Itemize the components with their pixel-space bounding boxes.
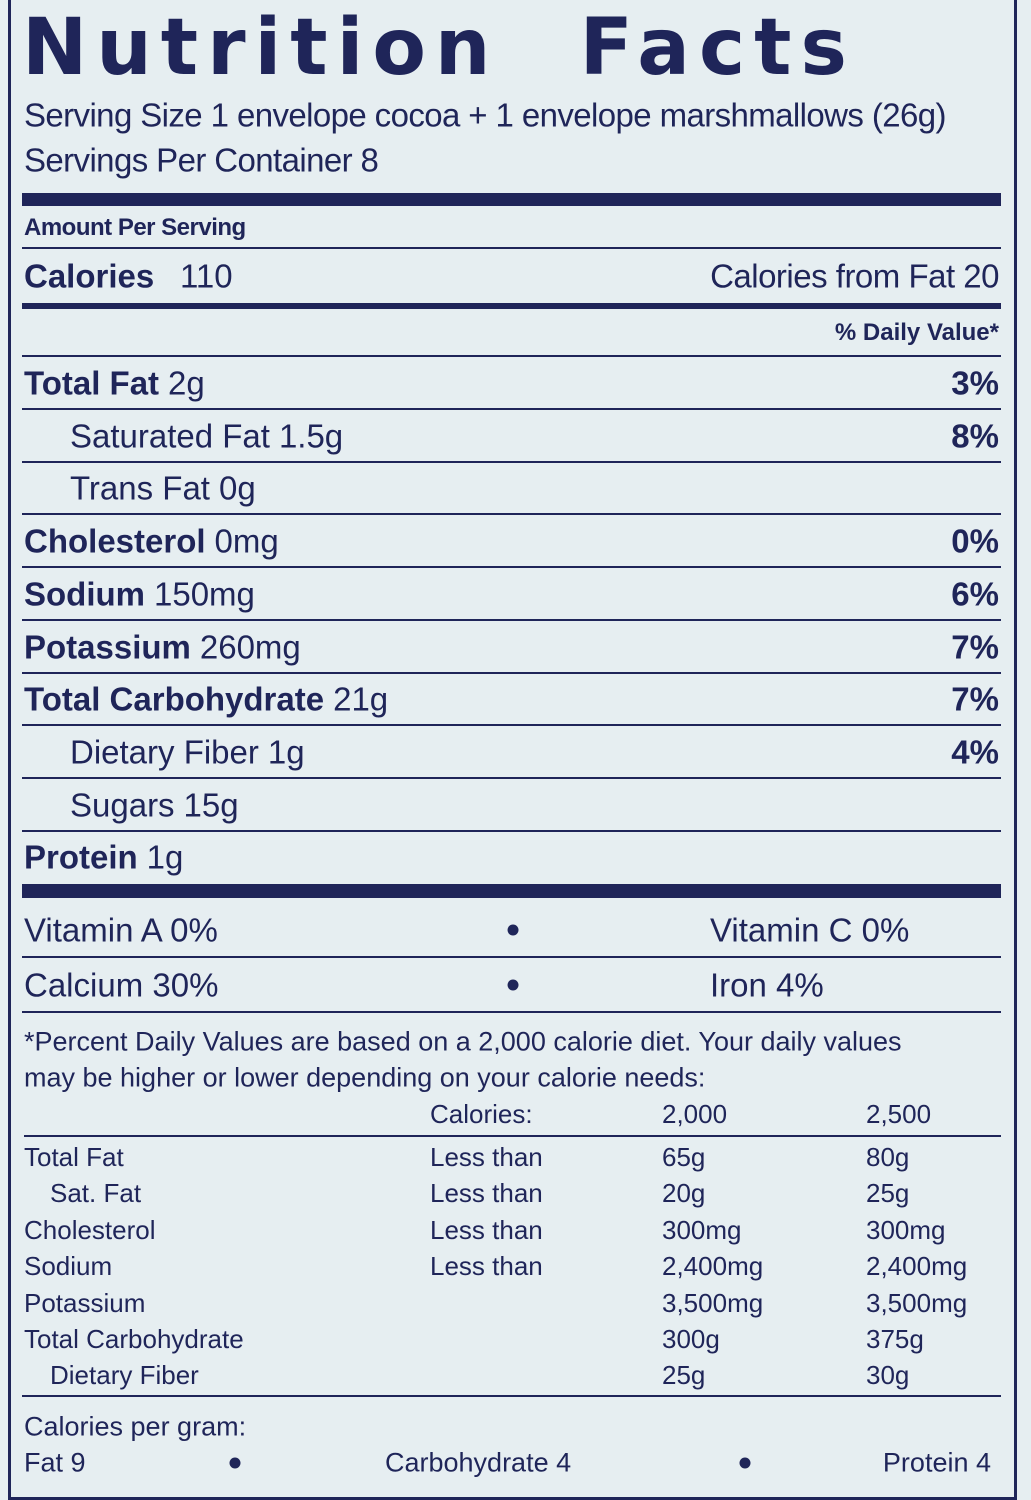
table-value: 3,500mg [866,1287,968,1318]
nutrient-label: Sugars [70,786,175,824]
nutrient-dv: 0% [951,522,999,560]
nutrient-label: Trans Fat [70,469,210,507]
calories-per-gram-item: Carbohydrate 4 [385,1447,572,1478]
nutrient-amount: 0g [218,469,256,507]
table-label: Total Carbohydrate [24,1324,244,1354]
nutrient-label: Dietary Fiber [70,733,259,771]
nutrient-amount: 21g [333,680,389,718]
rule [22,513,1001,516]
bullet [507,979,519,991]
calories-label: Calories [24,257,155,295]
table-value: 2,400mg [662,1251,764,1282]
nutrient-label: Cholesterol [24,522,206,560]
nutrient-amount: 1g [146,838,184,876]
nutrient-amount: 260mg [199,628,301,665]
vitamin: Calcium 30% [24,966,219,1004]
nutrient-dv: 3% [951,364,999,402]
rule [22,355,1001,357]
rule [22,303,1001,309]
nutrient-dv: 7% [951,628,999,665]
nutrient-amount: 15g [183,786,239,824]
calories-per-gram-item: Fat 9 [24,1447,86,1478]
nutrient-label: Total Carbohydrate [24,680,325,718]
nutrient-label: Sodium [24,575,145,613]
nutrient-amount: 1g [267,733,305,771]
nutrient-dv: 4% [951,733,999,771]
rule [22,1011,1001,1013]
table-value: 300g [662,1324,720,1354]
bullet [229,1457,241,1469]
rule [22,724,1001,727]
table-qualifier: Less than [430,1142,543,1172]
rule [22,408,1001,410]
vitamin: Vitamin C 0% [710,911,910,949]
nutrient-amount: 0mg [214,522,279,560]
calories-per-gram-label: Calories per gram: [24,1411,247,1442]
nutrient-dv: 7% [951,680,999,718]
table-header: 2,000 [662,1099,728,1129]
footnote: *Percent Daily Values are based on a 2,0… [24,1026,902,1057]
amount-per-serving: Amount Per Serving [24,214,246,241]
nutrient-label: Protein [24,838,138,876]
table-qualifier: Less than [430,1214,543,1245]
table-value: 300mg [866,1214,946,1245]
table-value: 65g [662,1142,706,1172]
calories-from-fat: Calories from Fat 20 [710,257,999,295]
table-header: Calories: [430,1099,533,1129]
rule [22,671,1001,674]
serving-size: Serving Size 1 envelope cocoa + 1 envelo… [24,96,946,134]
table-value: 25g [662,1360,706,1391]
servings-per-container: Servings Per Container 8 [24,141,379,179]
table-value: 80g [866,1142,910,1172]
bullet [507,924,519,936]
table-label: Cholesterol [24,1214,156,1245]
rule [22,1395,1001,1397]
table-value: 2,400mg [866,1251,968,1282]
rule [22,193,1001,206]
rule [22,618,1001,621]
nutrient-amount: 2g [168,364,205,402]
nutrient-dv: 8% [951,417,999,455]
calories-per-gram-item: Protein 4 [882,1447,991,1478]
table-qualifier: Less than [430,1251,543,1282]
table-value: 25g [866,1178,910,1209]
rule [22,956,1001,958]
table-label: Sat. Fat [50,1178,142,1209]
table-value: 20g [662,1178,706,1209]
title: Nutrition Facts [22,3,856,93]
rule [22,460,1001,463]
footnote: may be higher or lower depending on your… [24,1062,706,1093]
table-qualifier: Less than [430,1178,543,1209]
bullet [739,1457,751,1469]
nutrient-dv: 6% [951,575,999,613]
nutrient-amount: 150mg [153,575,255,613]
table-value: 3,500mg [662,1287,764,1318]
nutrient-label: Potassium [24,628,191,665]
rule [24,1135,1001,1137]
rule [22,776,1001,779]
table-label: Total Fat [24,1142,124,1172]
table-label: Potassium [24,1287,146,1318]
table-value: 300mg [662,1214,742,1245]
nutrient-label: Saturated Fat [70,417,270,455]
calories-amount: 110 [180,257,233,295]
table-header: 2,500 [866,1099,932,1129]
nutrient-label: Total Fat [24,364,160,402]
rule [22,829,1001,832]
vitamin: Iron 4% [710,966,824,1004]
table-value: 375g [866,1324,924,1354]
table-label: Dietary Fiber [50,1360,199,1391]
table-value: 30g [866,1360,910,1391]
vitamin: Vitamin A 0% [24,911,218,949]
nutrient-amount: 1.5g [278,417,344,455]
rule [22,566,1001,569]
rule [22,884,1001,898]
rule [22,247,1001,249]
table-label: Sodium [24,1251,113,1282]
daily-value-header: % Daily Value* [834,319,999,346]
